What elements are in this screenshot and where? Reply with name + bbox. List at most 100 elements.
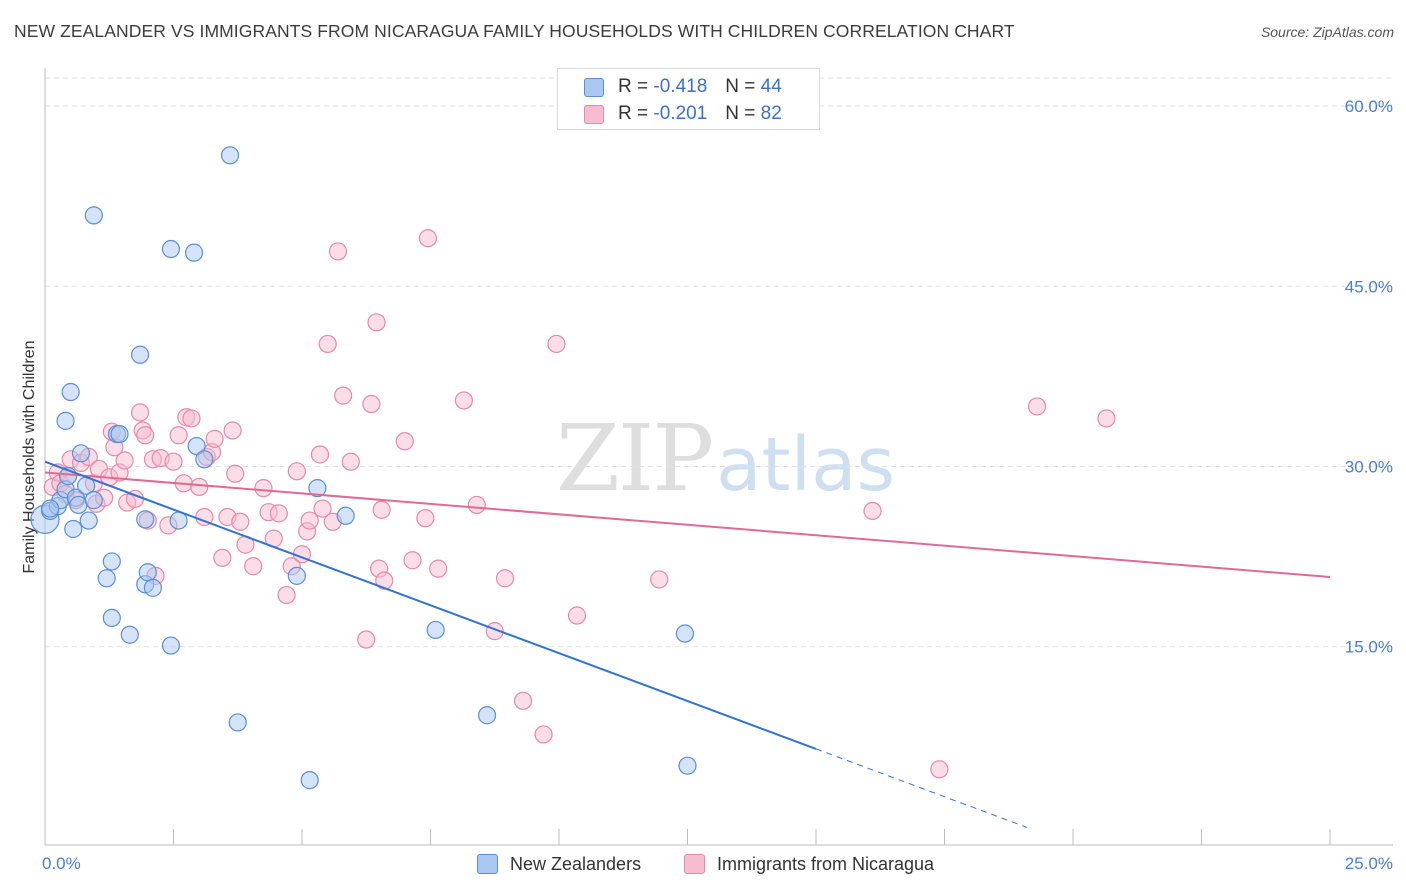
legend-r-value: -0.418	[653, 76, 708, 97]
point-immigrants-from-nicaragua	[226, 464, 245, 483]
point-new-zealanders	[56, 411, 75, 430]
chart-source: Source: ZipAtlas.com	[1260, 24, 1394, 40]
point-new-zealanders	[308, 479, 327, 498]
point-immigrants-from-nicaragua	[534, 725, 553, 744]
point-immigrants-from-nicaragua	[182, 409, 201, 428]
point-new-zealanders	[300, 771, 319, 790]
point-new-zealanders	[120, 625, 139, 644]
point-immigrants-from-nicaragua	[164, 452, 183, 471]
bottom-legend-immigrants-from-nicaragua: Immigrants from Nicaragua	[684, 852, 934, 876]
axes	[44, 68, 1393, 846]
point-new-zealanders	[97, 569, 116, 588]
point-immigrants-from-nicaragua	[395, 432, 414, 451]
correlation-legend: R = -0.418 N = 44 R = -0.201 N = 82	[557, 68, 820, 130]
point-new-zealanders	[71, 444, 91, 463]
point-immigrants-from-nicaragua	[930, 760, 949, 779]
point-new-zealanders	[678, 756, 697, 775]
point-immigrants-from-nicaragua	[313, 499, 332, 518]
point-immigrants-from-nicaragua	[231, 512, 250, 531]
point-new-zealanders	[110, 424, 129, 444]
point-immigrants-from-nicaragua	[567, 606, 587, 625]
point-immigrants-from-nicaragua	[277, 585, 296, 605]
point-immigrants-from-nicaragua	[375, 571, 394, 590]
point-new-zealanders	[41, 499, 60, 518]
point-immigrants-from-nicaragua	[136, 426, 155, 445]
legend-r-label: R =	[618, 103, 649, 124]
point-immigrants-from-nicaragua	[416, 509, 435, 528]
point-immigrants-from-nicaragua	[547, 334, 566, 354]
point-immigrants-from-nicaragua	[130, 403, 150, 422]
point-new-zealanders	[136, 510, 155, 529]
legend-row-new-zealanders: R = -0.418 N = 44	[584, 75, 782, 99]
trend-line-new-zealanders-extension	[815, 748, 1027, 828]
legend-n-value: 44	[760, 76, 782, 97]
watermark-atlas: atlas	[716, 422, 895, 508]
point-new-zealanders	[336, 506, 355, 525]
point-new-zealanders	[477, 706, 497, 725]
bottom-legend-swatch-blue	[477, 854, 498, 874]
point-new-zealanders	[84, 491, 103, 510]
point-new-zealanders	[228, 713, 247, 732]
trend-line-new-zealanders	[44, 460, 817, 750]
points-new-zealanders	[30, 146, 697, 790]
point-immigrants-from-nicaragua	[403, 551, 422, 570]
point-immigrants-from-nicaragua	[341, 452, 360, 471]
point-new-zealanders	[195, 450, 214, 469]
point-new-zealanders	[84, 206, 103, 225]
legend-n-label: N =	[725, 76, 756, 97]
legend-n-value: 82	[760, 103, 782, 124]
point-immigrants-from-nicaragua	[495, 569, 515, 588]
trend-line-immigrants-from-nicaragua	[44, 471, 1331, 579]
bottom-legend-new-zealanders: New Zealanders	[477, 852, 641, 876]
point-new-zealanders	[130, 345, 150, 364]
point-new-zealanders	[79, 511, 98, 530]
y-tick-label: 60.0%	[1345, 97, 1393, 116]
point-new-zealanders	[161, 636, 181, 655]
point-new-zealanders	[64, 519, 83, 539]
point-immigrants-from-nicaragua	[429, 559, 448, 578]
y-tick-label: 45.0%	[1345, 277, 1393, 296]
point-immigrants-from-nicaragua	[650, 570, 669, 589]
point-immigrants-from-nicaragua	[310, 445, 330, 464]
point-new-zealanders	[184, 243, 204, 262]
point-immigrants-from-nicaragua	[513, 691, 533, 710]
point-immigrants-from-nicaragua	[213, 548, 232, 567]
point-immigrants-from-nicaragua	[467, 495, 486, 515]
point-immigrants-from-nicaragua	[223, 421, 242, 440]
point-new-zealanders	[426, 620, 445, 640]
legend-row-immigrants-from-nicaragua: R = -0.201 N = 82	[584, 102, 782, 126]
point-immigrants-from-nicaragua	[362, 394, 381, 414]
watermark: ZIPatlas	[556, 405, 895, 512]
points-immigrants-from-nicaragua	[43, 229, 1116, 779]
point-new-zealanders	[102, 552, 121, 571]
point-new-zealanders	[102, 608, 121, 628]
watermark-zip: ZIP	[556, 405, 714, 512]
point-immigrants-from-nicaragua	[269, 504, 288, 523]
tick-labels: 15.0% 30.0% 45.0% 60.0% 0.0% 25.0%	[42, 97, 1393, 873]
trend-lines	[44, 460, 1331, 828]
point-immigrants-from-nicaragua	[334, 386, 353, 405]
chart-title: NEW ZEALANDER VS IMMIGRANTS FROM NICARAG…	[14, 21, 1015, 41]
y-tick-label: 30.0%	[1345, 458, 1393, 477]
point-new-zealanders	[220, 146, 240, 165]
point-immigrants-from-nicaragua	[254, 479, 273, 498]
legend-swatch-pink	[584, 104, 604, 124]
point-immigrants-from-nicaragua	[190, 477, 209, 497]
point-immigrants-from-nicaragua	[205, 429, 224, 448]
point-immigrants-from-nicaragua	[287, 462, 306, 481]
point-immigrants-from-nicaragua	[1027, 397, 1047, 416]
point-immigrants-from-nicaragua	[328, 242, 348, 261]
point-immigrants-from-nicaragua	[318, 334, 337, 354]
point-immigrants-from-nicaragua	[1097, 409, 1116, 428]
point-new-zealanders	[69, 495, 88, 515]
bottom-legend-swatch-pink	[684, 854, 705, 874]
point-new-zealanders	[161, 239, 181, 259]
x-tick-label: 0.0%	[42, 854, 81, 873]
point-immigrants-from-nicaragua	[115, 451, 134, 470]
point-immigrants-from-nicaragua	[418, 229, 438, 248]
legend-swatch-blue	[584, 77, 604, 97]
point-new-zealanders	[61, 382, 80, 402]
legend-r-label: R =	[618, 76, 649, 97]
point-immigrants-from-nicaragua	[863, 501, 882, 521]
